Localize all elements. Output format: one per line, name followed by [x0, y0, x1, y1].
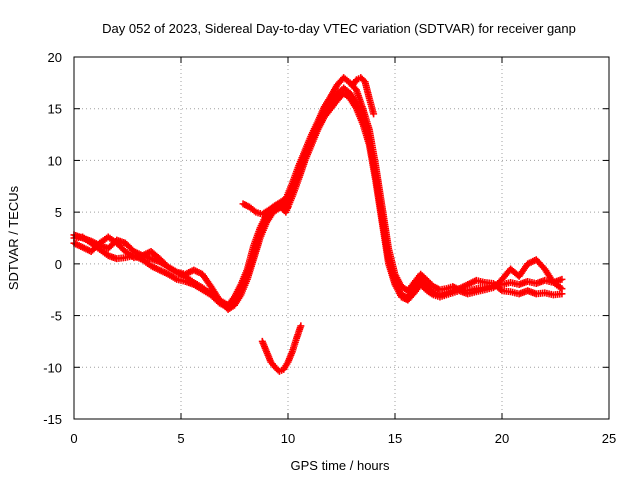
x-tick-label: 25: [602, 431, 616, 446]
series-track-b: [70, 84, 566, 313]
x-tick-label: 20: [495, 431, 509, 446]
x-tick-label: 5: [177, 431, 184, 446]
data-point: [284, 203, 292, 211]
series-track-f: [348, 74, 378, 118]
chart-title: Day 052 of 2023, Sidereal Day-to-day VTE…: [102, 21, 576, 36]
x-tick-label: 10: [281, 431, 295, 446]
x-tick-label: 15: [388, 431, 402, 446]
y-tick-label: -15: [43, 412, 62, 427]
data-point: [558, 285, 566, 293]
y-tick-label: -5: [50, 309, 62, 324]
x-axis-label: GPS time / hours: [291, 458, 390, 473]
data-point: [558, 275, 566, 283]
series-track-c: [70, 89, 566, 311]
y-tick-label: 15: [48, 102, 62, 117]
y-axis-label: SDTVAR / TECUs: [6, 185, 21, 290]
y-tick-label: 0: [55, 257, 62, 272]
series-track-d: [239, 200, 292, 218]
x-tick-label: 0: [70, 431, 77, 446]
data-point: [370, 110, 378, 118]
y-tick-label: 20: [48, 50, 62, 65]
grid-lines: [74, 57, 609, 419]
y-tick-label: 10: [48, 153, 62, 168]
y-tick-label: -10: [43, 360, 62, 375]
y-tick-label: 5: [55, 205, 62, 220]
data-point: [497, 286, 505, 294]
data-point: [297, 322, 305, 330]
series-track-a: [70, 74, 566, 309]
plot-frame: [73, 56, 610, 420]
plot-area: [70, 74, 566, 375]
series-track-e: [258, 322, 305, 375]
